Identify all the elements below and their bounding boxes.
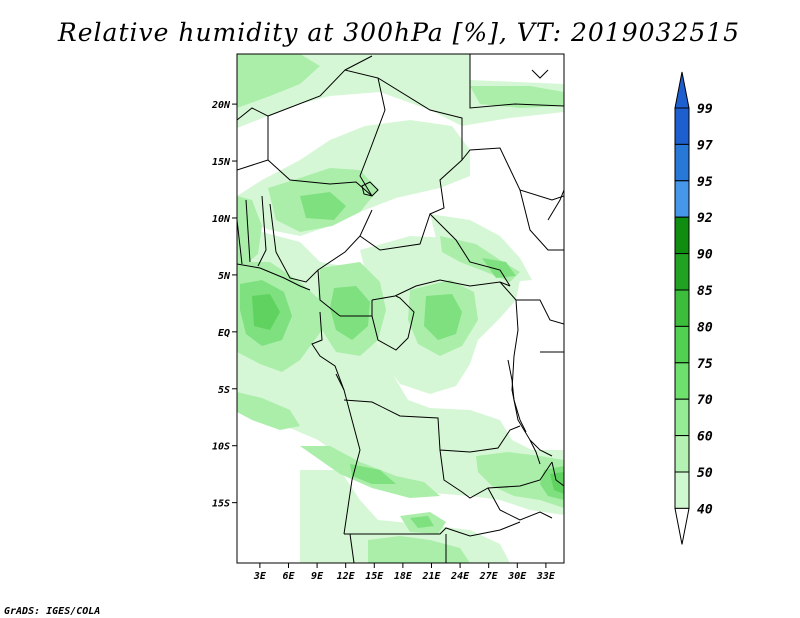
border-drc-east xyxy=(499,281,553,457)
humidity-max-congo xyxy=(330,286,370,340)
colorbar-label: 85 xyxy=(697,284,713,299)
border-egypt xyxy=(469,54,564,109)
lat-tick-label: 20N xyxy=(211,100,231,111)
colorbar-label: 90 xyxy=(697,248,713,263)
border-sudan-east xyxy=(461,147,564,201)
humidity-field xyxy=(237,54,564,563)
humidity-region-south xyxy=(300,470,510,563)
border-gabon xyxy=(311,311,345,391)
lat-tick-label: 15S xyxy=(212,499,230,510)
grads-credit: GrADS: IGES/COLA xyxy=(4,606,100,617)
latitude-axis: 20N 15N 10N 5N EQ 5S 10S 15S xyxy=(211,100,237,510)
colorbar-segment xyxy=(674,216,690,255)
lon-tick-label: 18E xyxy=(394,571,413,582)
lon-tick-label: 30E xyxy=(507,571,527,582)
lat-tick-label: 10S xyxy=(212,442,230,453)
border-angola-zambia xyxy=(439,449,553,499)
lat-tick-label: 5N xyxy=(218,271,231,282)
colorbar-label: 92 xyxy=(697,211,713,226)
border-lake-malawi xyxy=(529,439,541,465)
humidity-peak-gulf xyxy=(252,294,280,330)
colorbar-segment xyxy=(674,143,690,182)
colorbar-segment xyxy=(674,398,690,437)
lon-tick-label: 9E xyxy=(311,571,324,582)
lon-tick-label: 15E xyxy=(365,571,384,582)
border-coast-west xyxy=(237,263,311,291)
border-mozambique xyxy=(551,461,564,487)
border-zambia-zimbabwe xyxy=(487,487,553,521)
country-borders xyxy=(237,54,564,563)
border-benin-togo xyxy=(257,195,267,267)
border-ghana xyxy=(245,199,251,263)
border-car xyxy=(359,213,511,287)
colorbar-segment xyxy=(674,180,690,218)
border-nigeria-north xyxy=(267,159,373,197)
lat-tick-label: 10N xyxy=(212,214,231,225)
lon-tick-label: 24E xyxy=(450,571,470,582)
lat-tick-label: 15N xyxy=(212,157,231,168)
border-niger-chad xyxy=(344,55,373,71)
border-cameroon-car xyxy=(317,269,341,317)
humidity-max-angola xyxy=(410,516,434,528)
colorbar-label: 99 xyxy=(697,102,713,117)
border-angola-namibia xyxy=(344,521,521,537)
colorbar-over-triangle xyxy=(674,71,690,109)
border-ethiopia xyxy=(519,189,564,251)
border-lake-tanganyika xyxy=(507,359,527,433)
lon-tick-label: 6E xyxy=(282,571,295,582)
border-congo-drc xyxy=(371,295,415,351)
colorbar-segment xyxy=(674,362,690,400)
border-uganda-kenya xyxy=(516,299,564,325)
border-cabinda xyxy=(335,373,345,391)
border-horn xyxy=(547,189,564,221)
humidity-core-southeast xyxy=(476,452,564,508)
humidity-peak-southeast xyxy=(550,472,564,494)
lat-tick-label: 5S xyxy=(218,385,230,396)
lon-tick-label: 27E xyxy=(479,571,499,582)
map-title: Relative humidity at 300hPa [%], VT: 201… xyxy=(57,18,740,47)
colorbar-label: 40 xyxy=(697,502,713,517)
lon-tick-label: 21E xyxy=(421,571,441,582)
map-frame xyxy=(236,53,565,564)
colorbar-label: 50 xyxy=(697,466,713,481)
border-lake-chad xyxy=(361,181,379,197)
humidity-core-north-east xyxy=(470,86,564,108)
colorbar-label: 75 xyxy=(697,357,713,372)
humidity-core-west-coast xyxy=(237,196,262,266)
humidity-max-southwest xyxy=(350,464,396,484)
colorbar-segment xyxy=(674,325,690,364)
lat-tick-label: EQ xyxy=(218,328,230,339)
humidity-max-east xyxy=(482,258,516,278)
colorbar-label: 60 xyxy=(697,430,713,445)
humidity-max-central xyxy=(424,294,462,340)
colorbar-label: 70 xyxy=(697,393,713,408)
humidity-core-north xyxy=(237,54,320,108)
colorbar-segment xyxy=(674,471,690,509)
lon-tick-label: 3E xyxy=(253,571,267,582)
longitude-axis: 3E 6E 9E 12E 15E 18E 21E 24E 27E 30E 33E xyxy=(253,563,556,582)
humidity-max-sahel xyxy=(300,192,346,220)
colorbar-label: 80 xyxy=(697,320,713,335)
colorbar: 99 97 95 92 90 85 80 75 70 60 50 40 xyxy=(674,71,713,545)
colorbar-label: 95 xyxy=(697,175,713,190)
humidity-region-north xyxy=(237,54,564,128)
colorbar-segment xyxy=(674,435,690,473)
border-angola-coast xyxy=(343,389,361,535)
border-mali-niger xyxy=(267,69,386,197)
lon-tick-label: 33E xyxy=(536,571,556,582)
colorbar-segment xyxy=(674,289,690,327)
colorbar-segment xyxy=(674,107,690,145)
border-nigeria-cameroon xyxy=(269,203,373,283)
lon-tick-label: 12E xyxy=(337,571,356,582)
colorbar-segment xyxy=(674,253,690,291)
colorbar-label: 97 xyxy=(697,138,713,153)
border-south xyxy=(349,533,355,563)
colorbar-under-triangle xyxy=(674,507,690,545)
humidity-core-south xyxy=(368,536,470,563)
humidity-core-southwest-coast xyxy=(237,392,300,430)
border-red-sea xyxy=(531,69,549,79)
border-ivory xyxy=(237,219,243,265)
